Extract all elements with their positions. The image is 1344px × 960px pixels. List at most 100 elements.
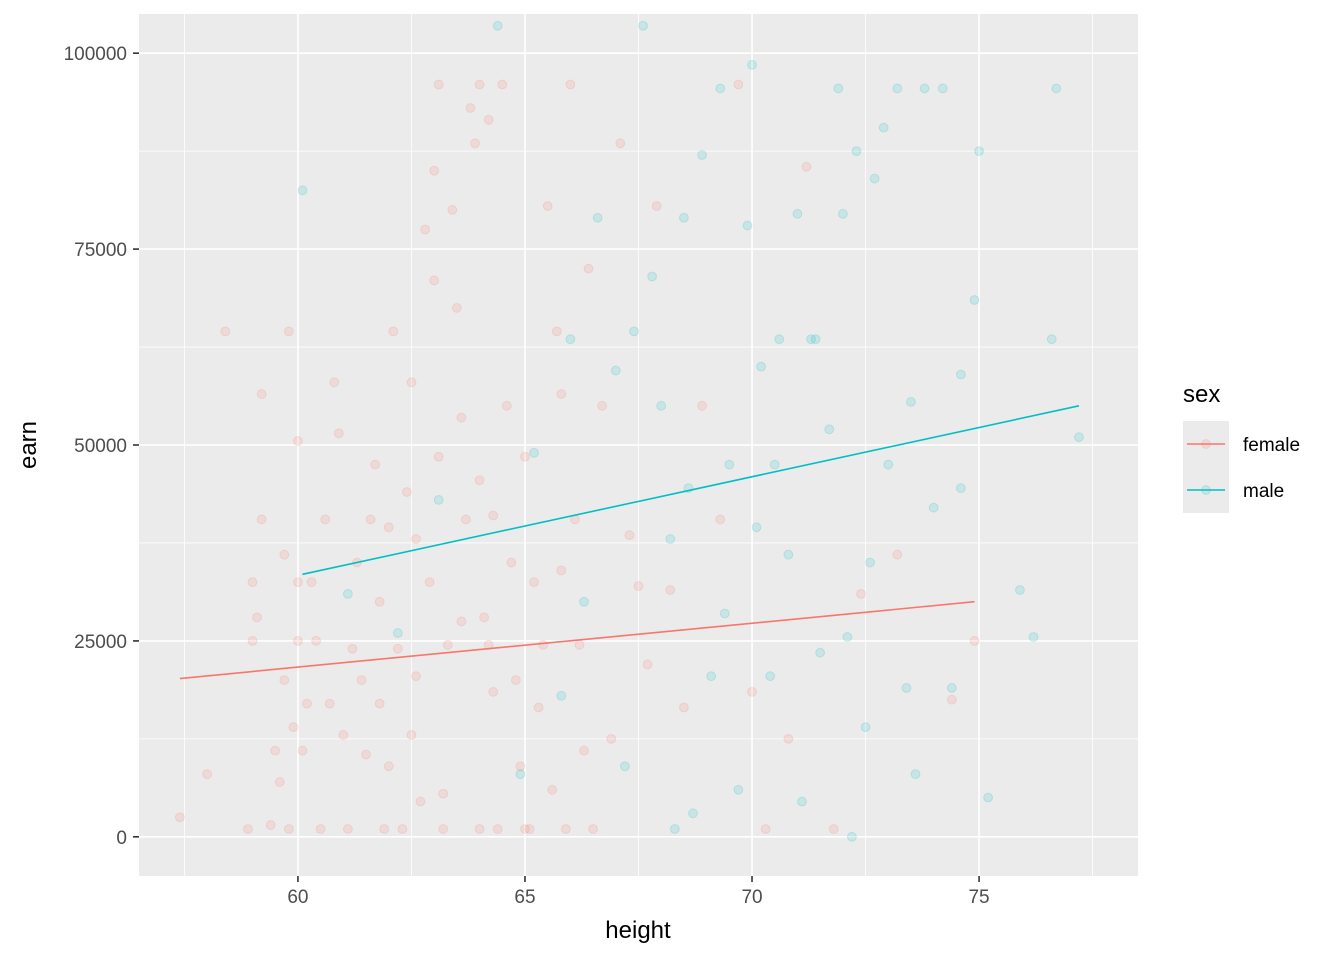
y-axis-title: earn	[15, 421, 42, 469]
female-point	[615, 138, 626, 149]
female-point	[283, 824, 294, 834]
female-point	[479, 612, 490, 623]
female-point	[315, 824, 326, 834]
male-point	[769, 459, 780, 470]
male-point	[733, 784, 744, 795]
female-point	[633, 581, 644, 591]
female-point	[374, 596, 385, 607]
female-point	[293, 636, 303, 646]
x-tick-label: 60	[287, 887, 308, 908]
legend-label-female: female	[1243, 435, 1300, 456]
male-point	[724, 459, 735, 470]
female-point	[202, 769, 213, 780]
male-point	[592, 212, 603, 223]
female-point	[279, 549, 290, 560]
female-point	[483, 114, 494, 125]
male-point	[869, 173, 880, 184]
female-point	[424, 577, 435, 588]
male-point	[688, 808, 698, 819]
male-point	[433, 494, 444, 505]
x-tick-label: 65	[514, 887, 535, 908]
legend-title: sex	[1183, 381, 1220, 408]
male-point	[810, 334, 821, 345]
female-point	[247, 577, 258, 588]
male-point	[610, 365, 621, 376]
female-point	[347, 643, 358, 654]
male-point	[742, 220, 753, 231]
female-point	[856, 588, 866, 599]
female-point	[406, 377, 417, 388]
female-point	[279, 675, 290, 685]
female-point	[497, 79, 508, 90]
x-axis: 60 65 70 75	[287, 876, 990, 908]
male-point	[937, 83, 948, 94]
female-point	[383, 522, 394, 533]
female-point	[283, 326, 294, 337]
male-point	[765, 671, 776, 682]
male-point	[715, 83, 726, 94]
female-point	[220, 326, 231, 337]
y-tick-label: 50000	[74, 436, 127, 457]
data-points	[174, 20, 1084, 842]
male-point	[842, 632, 853, 642]
female-point	[510, 675, 521, 685]
male-point	[679, 212, 689, 223]
y-tick-label: 75000	[74, 240, 127, 261]
major-gridlines	[139, 14, 1138, 876]
male-point	[969, 295, 980, 305]
male-point	[806, 334, 816, 345]
female-point	[697, 400, 707, 411]
female-point	[538, 639, 549, 650]
female-point	[293, 577, 303, 588]
female-point	[447, 205, 458, 215]
female-point	[492, 824, 503, 834]
female-point	[252, 612, 262, 623]
male-point	[1074, 432, 1084, 443]
female-point	[574, 639, 585, 650]
female-point	[338, 730, 349, 740]
female-point	[383, 761, 394, 772]
male-point	[697, 150, 707, 160]
female-point	[715, 514, 726, 525]
male-point	[565, 334, 576, 345]
female-point	[329, 377, 340, 388]
female-point	[442, 639, 453, 650]
female-point	[379, 824, 390, 834]
male-point	[878, 122, 889, 133]
female-point	[733, 79, 744, 90]
female-point	[624, 530, 635, 541]
female-point	[783, 733, 794, 744]
female-point	[665, 585, 676, 595]
female-point	[256, 514, 267, 525]
x-tick-label: 75	[968, 887, 989, 908]
female-point	[320, 514, 331, 525]
male-point	[837, 208, 848, 219]
male-point	[629, 326, 639, 337]
x-axis-title: height	[605, 917, 671, 944]
female-point	[461, 514, 471, 525]
female-point	[288, 722, 299, 733]
female-fit-line	[179, 600, 975, 680]
male-point	[792, 208, 803, 219]
female-point	[470, 138, 480, 149]
female-point	[356, 675, 367, 685]
female-point	[501, 400, 512, 411]
female-point	[433, 451, 444, 462]
male-point	[579, 596, 589, 607]
female-point	[642, 659, 653, 670]
female-point	[174, 812, 185, 823]
female-point	[411, 671, 421, 682]
male-point	[774, 334, 785, 345]
male-point	[901, 683, 912, 693]
male-point	[669, 824, 680, 834]
female-point	[606, 733, 617, 744]
female-point	[801, 161, 812, 172]
male-point	[1015, 585, 1025, 595]
female-point	[588, 824, 598, 834]
female-point	[392, 643, 403, 654]
male-point	[956, 483, 966, 494]
female-point	[515, 761, 526, 772]
female-point	[374, 698, 385, 709]
fit-lines	[179, 405, 1080, 680]
